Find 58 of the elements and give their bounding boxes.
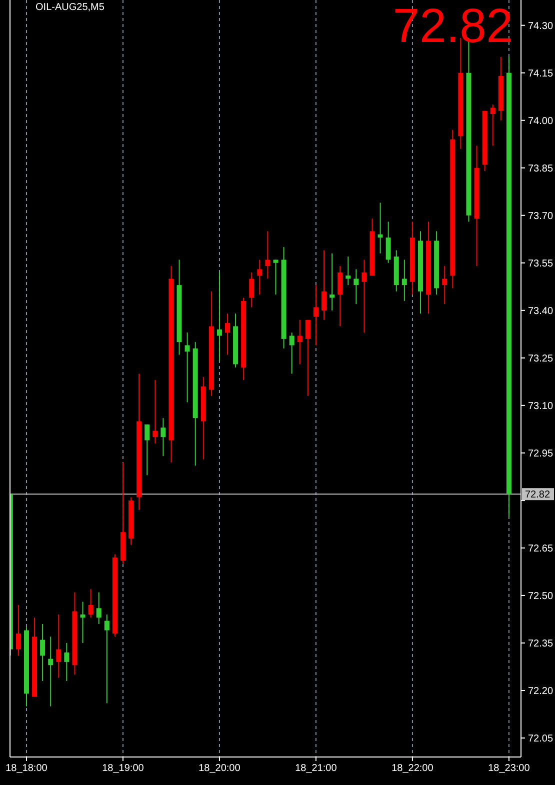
y-tick-label: 73.10	[528, 400, 554, 412]
candlestick	[64, 642, 70, 682]
candlestick	[265, 230, 270, 280]
candlestick	[354, 268, 359, 305]
x-tick-label: 18_18:00	[6, 763, 48, 774]
candlestick	[378, 202, 383, 254]
candlestick	[273, 259, 278, 296]
candlestick	[249, 272, 254, 308]
annotation: 72.82	[392, 0, 513, 53]
x-tick-label: 18_20:00	[198, 763, 241, 774]
candlestick	[96, 592, 102, 624]
candlestick	[225, 313, 230, 356]
x-tick-label: 18_22:00	[392, 763, 434, 774]
candlestick	[386, 221, 391, 264]
x-tick-label: 18_19:00	[102, 763, 144, 774]
y-tick-label: 74.00	[528, 116, 554, 127]
y-tick-label: 73.85	[528, 163, 554, 174]
candlestick	[490, 104, 496, 146]
candlestick	[362, 259, 367, 334]
candlestick	[442, 266, 448, 305]
candlestick	[330, 252, 335, 311]
y-tick-label: 72.95	[528, 448, 554, 460]
y-tick-label: 73.40	[528, 306, 554, 317]
candlestick	[313, 284, 318, 346]
x-tick-label: 18_21:00	[295, 763, 338, 774]
candlestick	[160, 418, 166, 457]
ref-line-label: 72.82	[525, 490, 550, 501]
candlestick	[184, 332, 190, 403]
y-tick-label: 74.30	[528, 20, 554, 32]
candlestick	[40, 623, 46, 682]
candlestick	[338, 266, 343, 327]
y-tick-label: 73.55	[528, 258, 554, 270]
x-tick-label: 18_23:00	[488, 763, 530, 774]
candlestick	[152, 380, 158, 444]
candlestick	[56, 614, 62, 678]
y-tick-label: 73.25	[528, 353, 554, 364]
y-tick-label: 72.20	[528, 686, 554, 697]
y-tick-label: 72.65	[528, 543, 554, 554]
chart-title: OIL-AUG25,M5	[36, 2, 105, 13]
candlestick	[144, 424, 150, 476]
candlestick	[88, 588, 94, 618]
candlestick	[80, 601, 86, 644]
candlestick	[346, 256, 351, 286]
y-tick-label: 72.05	[528, 733, 554, 744]
candlestick	[16, 604, 21, 656]
candlestick	[48, 636, 54, 707]
y-tick-label: 74.15	[528, 68, 554, 80]
y-tick-label: 73.70	[528, 210, 554, 222]
candlestick	[216, 272, 222, 362]
candlestick	[104, 614, 110, 704]
candlestick	[289, 332, 294, 374]
y-tick-label: 72.50	[528, 590, 554, 602]
y-tick-label: 72.35	[528, 638, 554, 650]
candlestick	[257, 259, 262, 296]
candlestick	[402, 259, 407, 302]
candlestick	[322, 250, 326, 320]
candlestick	[297, 319, 302, 365]
candlestick	[305, 319, 310, 396]
